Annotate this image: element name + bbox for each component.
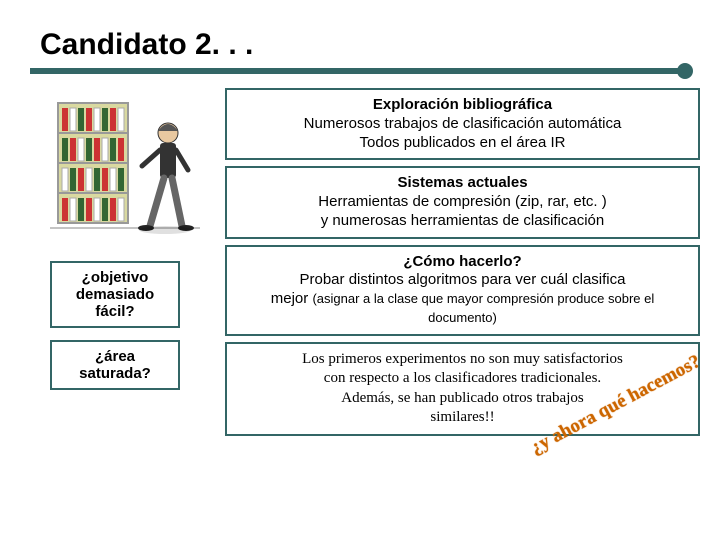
slide: Candidato 2. . . bbox=[0, 0, 720, 540]
bookshelf-person-illustration bbox=[50, 88, 200, 238]
result-line: Los primeros experimentos no son muy sat… bbox=[237, 350, 688, 370]
result-line: Además, se han publicado otros trabajos bbox=[237, 389, 688, 409]
info-tail: mejor (asignar a la clase que mayor comp… bbox=[237, 290, 688, 328]
right-column: Exploración bibliográfica Numerosos trab… bbox=[225, 88, 700, 436]
side-question-area: ¿área saturada? bbox=[50, 340, 180, 390]
info-header: Exploración bibliográfica bbox=[237, 96, 688, 115]
info-box-bibliography: Exploración bibliográfica Numerosos trab… bbox=[225, 88, 700, 160]
info-line: Numerosos trabajos de clasificación auto… bbox=[237, 115, 688, 134]
info-line: Todos publicados en el área IR bbox=[237, 134, 688, 153]
left-column: ¿objetivo demasiado fácil? ¿área saturad… bbox=[50, 88, 210, 402]
result-line: similares!! bbox=[237, 408, 688, 428]
info-box-howto: ¿Cómo hacerlo? Probar distintos algoritm… bbox=[225, 245, 700, 336]
slide-title: Candidato 2. . . bbox=[40, 28, 690, 62]
side-question-area-text: ¿área saturada? bbox=[79, 348, 151, 382]
info-sub: (asignar a la clase que mayor compresión… bbox=[312, 291, 654, 325]
info-header: Sistemas actuales bbox=[237, 174, 688, 193]
info-line: Probar distintos algoritmos para ver cuá… bbox=[237, 271, 688, 290]
result-line: con respecto a los clasificadores tradic… bbox=[237, 369, 688, 389]
result-box: Los primeros experimentos no son muy sat… bbox=[225, 342, 700, 436]
info-line: y numerosas herramientas de clasificació… bbox=[237, 212, 688, 231]
info-line: Herramientas de compresión (zip, rar, et… bbox=[237, 193, 688, 212]
side-question-objective: ¿objetivo demasiado fácil? bbox=[50, 261, 180, 328]
content-area: ¿objetivo demasiado fácil? ¿área saturad… bbox=[30, 88, 690, 508]
side-question-objective-text: ¿objetivo demasiado fácil? bbox=[76, 269, 154, 320]
info-box-systems: Sistemas actuales Herramientas de compre… bbox=[225, 166, 700, 238]
info-tail-word: mejor bbox=[271, 290, 309, 307]
info-header: ¿Cómo hacerlo? bbox=[237, 253, 688, 272]
title-underline bbox=[30, 68, 690, 74]
